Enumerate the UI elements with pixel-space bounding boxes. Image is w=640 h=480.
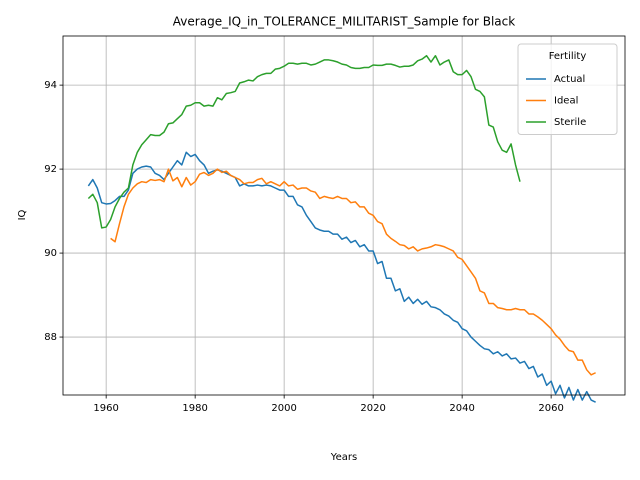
x-tick-label: 1980 — [182, 403, 207, 414]
legend-label: Actual — [554, 74, 585, 85]
x-axis-label: Years — [330, 452, 357, 463]
legend-box — [517, 43, 618, 135]
legend-label: Sterile — [554, 117, 586, 128]
y-axis-label: IQ — [17, 209, 28, 220]
chart-title: Average_IQ_in_TOLERANCE_MILITARIST_Sampl… — [173, 15, 515, 29]
y-tick-label: 94 — [44, 80, 57, 91]
x-tick-label: 2000 — [271, 403, 296, 414]
y-tick-label: 90 — [44, 248, 57, 259]
x-tick-label: 2040 — [449, 403, 474, 414]
y-tick-label: 92 — [44, 164, 57, 175]
x-tick-label: 2060 — [538, 403, 563, 414]
data-line — [110, 168, 596, 376]
legend-title: Fertility — [549, 51, 587, 62]
data-line — [87, 151, 596, 403]
plot-frame — [62, 35, 626, 396]
x-tick-label: 2020 — [360, 403, 385, 414]
y-tick-label: 88 — [44, 332, 57, 343]
legend-label: Ideal — [554, 96, 578, 107]
x-tick-label: 1960 — [93, 403, 118, 414]
data-line — [87, 54, 521, 229]
